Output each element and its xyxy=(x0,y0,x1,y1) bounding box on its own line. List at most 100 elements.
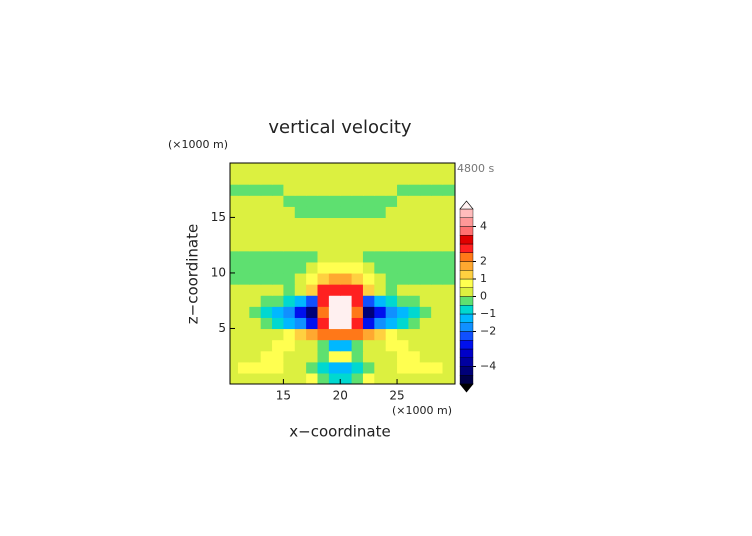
field-cell xyxy=(237,206,250,219)
colorbar-tick-label: −2 xyxy=(480,325,496,338)
field-cell xyxy=(431,195,444,207)
field-cell xyxy=(408,163,421,174)
colorbar-segment xyxy=(459,296,474,306)
field-cell xyxy=(230,206,239,219)
field-cell xyxy=(249,250,262,263)
field-cell xyxy=(328,272,341,285)
field-cell xyxy=(442,217,455,230)
field-cell xyxy=(431,250,444,263)
field-cell xyxy=(351,172,364,185)
field-cell xyxy=(419,250,432,263)
field-cell xyxy=(306,306,319,318)
field-cell xyxy=(306,163,319,174)
field-cell xyxy=(237,317,250,330)
field-cell xyxy=(362,350,375,363)
field-cell xyxy=(272,295,285,307)
field-cell xyxy=(237,306,250,318)
field-cell xyxy=(442,206,455,219)
field-cell xyxy=(385,339,398,352)
field-cell xyxy=(249,361,262,374)
field-cell xyxy=(374,261,387,274)
field-cell xyxy=(374,372,387,384)
field-cell xyxy=(306,217,319,230)
field-cell xyxy=(230,217,239,230)
field-cell xyxy=(294,350,307,363)
field-cell xyxy=(442,261,455,274)
field-cell xyxy=(431,163,444,174)
x-axis-label: x−coordinate xyxy=(289,423,390,441)
field-cell xyxy=(340,239,353,252)
field-cell xyxy=(272,339,285,352)
field-cell xyxy=(442,195,455,207)
field-cell xyxy=(340,250,353,263)
field-cell xyxy=(340,339,353,352)
field-cell xyxy=(328,372,341,384)
field-cell xyxy=(351,163,364,174)
field-cell xyxy=(272,250,285,263)
field-cell xyxy=(397,250,410,263)
field-cell xyxy=(283,272,296,285)
field-cell xyxy=(340,372,353,384)
field-cell xyxy=(442,172,455,185)
field-cell xyxy=(442,350,455,363)
field-cell xyxy=(237,250,250,263)
field-cell xyxy=(317,228,330,241)
colorbar-tick-label: 4 xyxy=(480,220,487,233)
field-cell xyxy=(283,284,296,296)
field-cell xyxy=(249,339,262,352)
field-cell xyxy=(272,328,285,341)
field-cell xyxy=(351,217,364,230)
field-cell xyxy=(419,372,432,384)
field-cell xyxy=(362,339,375,352)
field-cell xyxy=(340,295,353,307)
field-cell xyxy=(260,195,273,207)
field-cell xyxy=(419,272,432,285)
field-cell xyxy=(340,361,353,374)
field-cell xyxy=(306,250,319,263)
field-cell xyxy=(431,239,444,252)
field-cell xyxy=(385,250,398,263)
field-cell xyxy=(374,306,387,318)
field-cell xyxy=(306,350,319,363)
field-cell xyxy=(351,372,364,384)
field-cell xyxy=(431,361,444,374)
field-cell xyxy=(408,239,421,252)
field-cell xyxy=(362,172,375,185)
field-cell xyxy=(260,163,273,174)
field-cell xyxy=(442,317,455,330)
field-cell xyxy=(272,228,285,241)
field-cell xyxy=(397,372,410,384)
field-cell xyxy=(230,372,239,384)
field-cell xyxy=(294,284,307,296)
field-cell xyxy=(306,284,319,296)
field-cell xyxy=(408,295,421,307)
field-cell xyxy=(419,328,432,341)
field-cell xyxy=(408,250,421,263)
field-cell xyxy=(283,350,296,363)
field-cell xyxy=(362,284,375,296)
field-cell xyxy=(351,328,364,341)
field-cell xyxy=(351,350,364,363)
field-cell xyxy=(442,163,455,174)
field-cell xyxy=(385,163,398,174)
field-cell xyxy=(260,317,273,330)
field-cell xyxy=(385,361,398,374)
field-cell xyxy=(306,261,319,274)
field-cell xyxy=(260,206,273,219)
field-cell xyxy=(385,284,398,296)
field-cell xyxy=(351,184,364,196)
field-cell xyxy=(272,372,285,384)
field-cell xyxy=(230,328,239,341)
field-cell xyxy=(260,306,273,318)
field-cell xyxy=(306,228,319,241)
field-cell xyxy=(340,328,353,341)
field-cell xyxy=(294,328,307,341)
field-cell xyxy=(362,372,375,384)
field-cell xyxy=(272,272,285,285)
field-cell xyxy=(249,328,262,341)
field-cell xyxy=(249,172,262,185)
field-cell xyxy=(442,228,455,241)
field-cell xyxy=(317,372,330,384)
field-cell xyxy=(230,306,239,318)
field-cell xyxy=(230,339,239,352)
